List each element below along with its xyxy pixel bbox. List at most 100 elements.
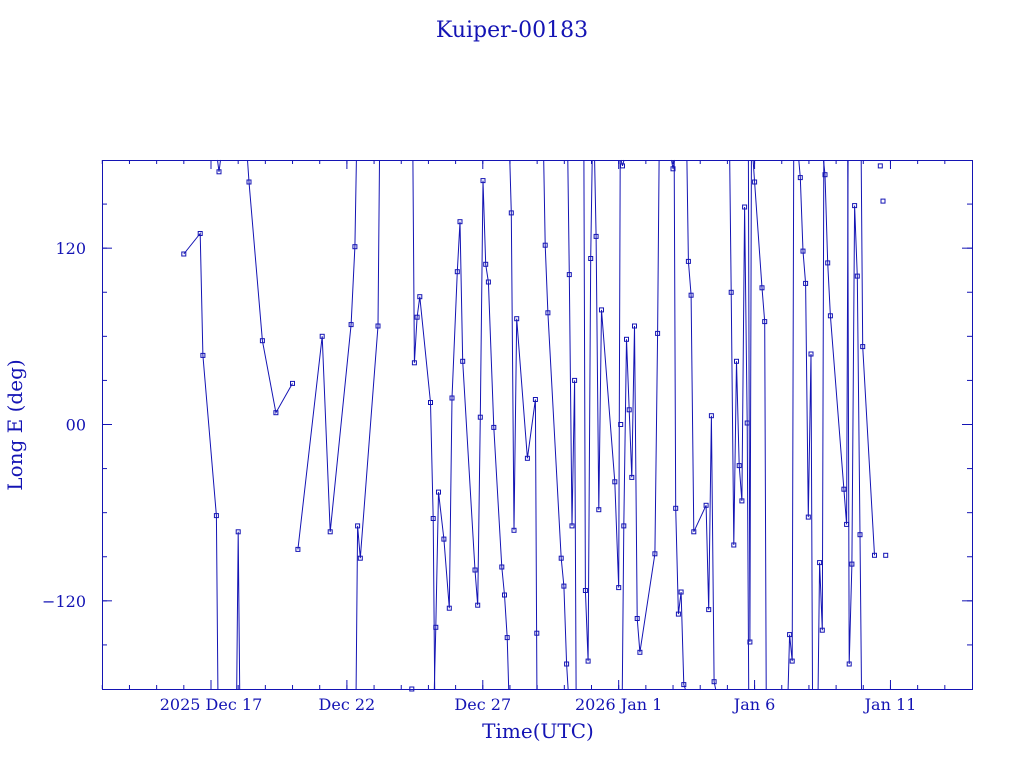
series-line-segment	[543, 159, 569, 690]
data-point	[800, 248, 806, 254]
data-point	[585, 658, 591, 664]
data-point	[854, 273, 860, 279]
minor-ticks	[101, 160, 972, 689]
series-line-segment	[752, 159, 767, 690]
x-tick-label: Jan 11	[863, 695, 917, 714]
series-line-segment	[355, 159, 380, 690]
data-point	[706, 607, 712, 613]
data-point	[483, 261, 489, 267]
data-point	[739, 498, 745, 504]
data-point	[734, 358, 739, 364]
data-point	[731, 542, 737, 548]
series-line-segment	[183, 232, 219, 690]
data-point	[618, 422, 624, 427]
data-point	[759, 285, 765, 291]
data-point	[860, 344, 866, 350]
data-point	[711, 679, 717, 685]
x-axis-label: Time(UTC)	[482, 719, 594, 743]
data-point	[708, 413, 714, 419]
data-point	[273, 410, 279, 416]
data-point	[216, 169, 222, 175]
data-point	[747, 639, 753, 645]
data-point	[688, 292, 694, 298]
data-point	[593, 233, 599, 239]
data-point	[736, 463, 742, 469]
series-line-segment	[823, 159, 849, 525]
y-tick-label: 120	[55, 239, 86, 258]
data-point	[805, 514, 811, 520]
series-line-segment	[217, 159, 221, 172]
x-tick-label: Jan 6	[732, 695, 776, 714]
data-point	[588, 256, 594, 261]
data-point	[849, 561, 855, 567]
series-line-segment	[594, 159, 621, 588]
series-line-segment	[686, 159, 717, 690]
data-point	[728, 289, 734, 295]
data-point	[681, 682, 687, 688]
data-point	[652, 551, 658, 557]
data-point	[502, 592, 507, 598]
data-point	[744, 420, 750, 426]
data-point	[428, 400, 433, 405]
series-line-segment	[747, 159, 752, 643]
series-line-segment	[412, 159, 436, 690]
data-point	[852, 203, 858, 209]
data-point	[762, 319, 768, 325]
data-point	[612, 479, 618, 485]
data-point	[673, 505, 679, 511]
data-point	[352, 244, 358, 250]
data-point	[637, 649, 643, 655]
data-point	[841, 486, 847, 492]
data-point	[514, 316, 520, 322]
series-line-segment	[567, 159, 577, 690]
data-point	[475, 602, 481, 608]
data-point	[197, 231, 203, 236]
series-line-segment	[236, 531, 241, 690]
plot-frame	[102, 160, 973, 690]
chart-title: Kuiper-00183	[436, 18, 588, 43]
data-point	[872, 552, 877, 558]
longitude-series-lines	[183, 159, 875, 690]
data-point	[808, 351, 814, 357]
data-point	[295, 546, 301, 552]
series-line-segment	[509, 159, 538, 690]
data-point	[485, 279, 491, 285]
data-point	[685, 258, 691, 264]
series-line-segment	[297, 159, 357, 550]
data-point	[561, 583, 567, 589]
data-point	[441, 536, 447, 542]
data-point	[449, 395, 455, 401]
data-point	[572, 377, 578, 383]
data-point	[436, 489, 441, 495]
data-point	[569, 523, 575, 529]
series-line-segment	[673, 159, 686, 690]
series-line-segment	[433, 180, 510, 690]
data-point	[504, 635, 510, 641]
data-point	[417, 294, 423, 300]
data-point	[655, 330, 661, 336]
data-point	[542, 242, 548, 248]
series-line-segment	[621, 159, 660, 690]
data-point	[670, 166, 676, 172]
data-point	[632, 323, 637, 329]
series-line-segment	[787, 159, 795, 690]
data-point	[629, 474, 635, 480]
data-point	[844, 521, 850, 527]
series-line-segment	[847, 159, 862, 690]
data-point	[355, 523, 361, 529]
data-point	[491, 424, 497, 430]
data-point	[348, 322, 354, 328]
data-point	[877, 163, 883, 169]
data-point	[457, 219, 463, 225]
data-point	[430, 516, 436, 521]
data-point	[675, 611, 681, 617]
data-point	[846, 661, 852, 667]
y-axis-ticks: −120 00 120	[42, 239, 972, 611]
data-point	[822, 172, 828, 178]
y-axis-label: Long E (deg)	[3, 359, 27, 490]
data-point	[290, 380, 295, 386]
x-tick-label: Dec 22	[319, 695, 376, 714]
data-point	[616, 585, 622, 591]
data-point	[357, 555, 363, 561]
